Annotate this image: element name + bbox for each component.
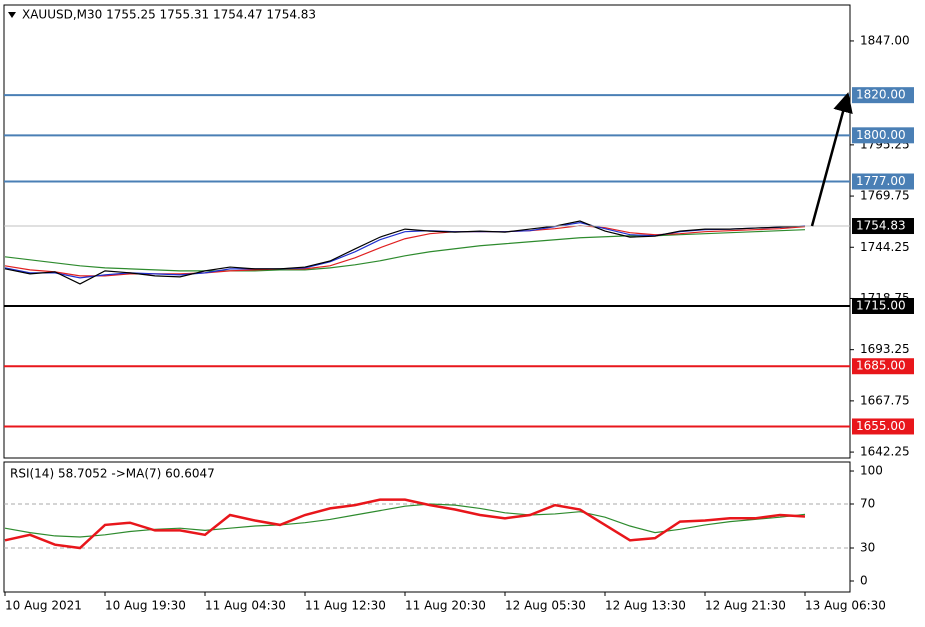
level-label-box	[852, 218, 914, 235]
y-tick-label: 1642.25	[860, 445, 910, 459]
menu-triangle[interactable]	[8, 12, 16, 18]
y-tick-label: 1693.25	[860, 342, 910, 356]
level-label: 1777.00	[856, 174, 906, 188]
y-tick-label: 1667.75	[860, 393, 910, 407]
series-line	[4, 229, 806, 272]
x-tick-label: 11 Aug 04:30	[205, 599, 286, 613]
plot-layer: 1642.251667.751693.251718.751744.251769.…	[4, 33, 914, 613]
x-tick-label: 13 Aug 06:30	[805, 599, 886, 613]
series-line	[4, 503, 806, 538]
level-label: 1754.83	[856, 219, 906, 233]
x-tick-label: 12 Aug 05:30	[505, 599, 586, 613]
price-panel	[3, 4, 851, 459]
x-tick-label: 11 Aug 12:30	[305, 599, 386, 613]
level-label: 1800.00	[856, 128, 906, 142]
y-tick-label: 1744.25	[860, 240, 910, 254]
x-tick-label: 12 Aug 21:30	[705, 599, 786, 613]
chart-title: XAUUSD,M30 1755.25 1755.31 1754.47 1754.…	[22, 8, 316, 22]
level-label-box	[852, 127, 914, 144]
forecast-arrow	[810, 92, 853, 227]
x-tick-label: 11 Aug 20:30	[405, 599, 486, 613]
level-label: 1685.00	[856, 359, 906, 373]
rsi-title: RSI(14) 58.7052 ->MA(7) 60.6047	[10, 467, 215, 481]
rsi-panel	[3, 461, 851, 593]
series-line	[4, 220, 806, 285]
y-tick-label: 100	[860, 464, 883, 478]
y-tick-label: 1847.00	[860, 33, 910, 47]
series-line	[4, 498, 806, 550]
x-tick-label: 10 Aug 2021	[5, 599, 82, 613]
y-tick-label: 0	[860, 574, 868, 588]
y-tick-label: 30	[860, 541, 875, 555]
level-label-box	[852, 358, 914, 375]
level-label-box	[852, 297, 914, 314]
y-tick-label: 70	[860, 497, 875, 511]
x-tick-label: 10 Aug 19:30	[105, 599, 186, 613]
level-label: 1820.00	[856, 88, 906, 102]
level-label-box	[852, 418, 914, 435]
level-label-box	[852, 173, 914, 190]
y-tick-label: 1769.75	[860, 189, 910, 203]
level-label-box	[852, 87, 914, 104]
level-label: 1715.00	[856, 298, 906, 312]
level-label: 1655.00	[856, 419, 906, 433]
x-tick-label: 12 Aug 13:30	[605, 599, 686, 613]
